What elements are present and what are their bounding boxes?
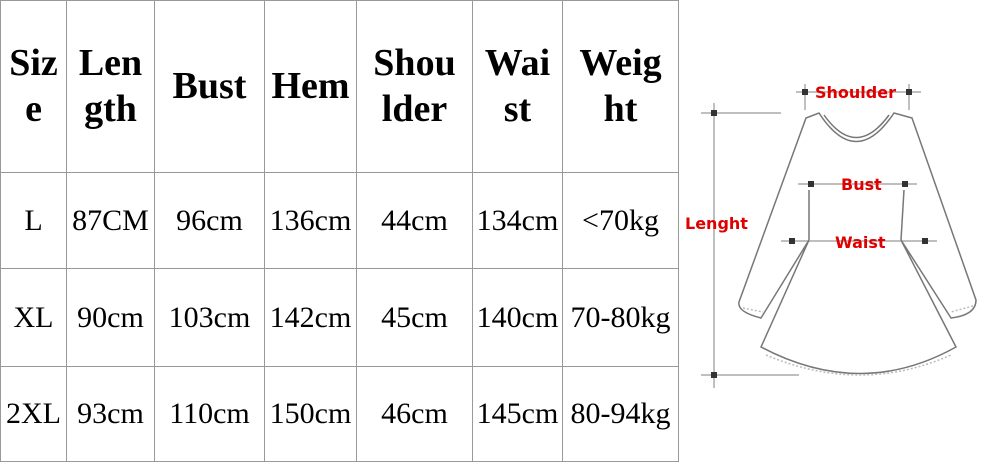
cell-waist: 134cm [472,172,563,269]
cell-length: 93cm [66,366,155,462]
shoulder-label: Shoulder [815,83,896,102]
cell-bust: 110cm [154,366,265,462]
length-label: Lenght [685,214,748,233]
bust-label: Bust [841,175,882,194]
cell-shoulder: 44cm [356,172,473,269]
header-size: Siz e [0,0,67,173]
table-row: L 87CM 96cm 136cm 44cm 134cm <70kg [0,172,679,269]
waist-label: Waist [835,233,886,252]
table-row: 2XL 93cm 110cm 150cm 46cm 145cm 80-94kg [0,366,679,462]
cell-weight: <70kg [562,172,679,269]
header-weight: Weig ht [562,0,679,173]
cell-hem: 136cm [264,172,357,269]
cell-size: 2XL [0,366,67,462]
header-waist: Wai st [472,0,563,173]
cell-shoulder: 46cm [356,366,473,462]
cell-hem: 142cm [264,268,357,367]
header-bust: Bust [154,0,265,173]
header-hem: Hem [264,0,357,173]
cell-size: XL [0,268,67,367]
cell-length: 87CM [66,172,155,269]
dress-measurement-diagram: Shoulder Bust Waist Lenght [678,0,1002,461]
cell-length: 90cm [66,268,155,367]
cell-bust: 96cm [154,172,265,269]
cell-weight: 70-80kg [562,268,679,367]
cell-waist: 145cm [472,366,563,462]
cell-shoulder: 45cm [356,268,473,367]
cell-waist: 140cm [472,268,563,367]
dress-illustration: Shoulder Bust Waist Lenght [685,83,977,388]
table-header-row: Siz e Len gth Bust Hem Shou lder Wai st Weig h… [0,0,679,173]
measurement-points [711,89,928,378]
header-length: Len gth [66,0,155,173]
table-row: XL 90cm 103cm 142cm 45cm 140cm 70-80kg [0,268,679,367]
cell-size: L [0,172,67,269]
cell-weight: 80-94kg [562,366,679,462]
header-shoulder: Shou lder [356,0,473,173]
cell-bust: 103cm [154,268,265,367]
cell-hem: 150cm [264,366,357,462]
size-chart-table: Siz e Len gth Bust Hem Shou lder Wai st Weig h… [0,0,679,462]
